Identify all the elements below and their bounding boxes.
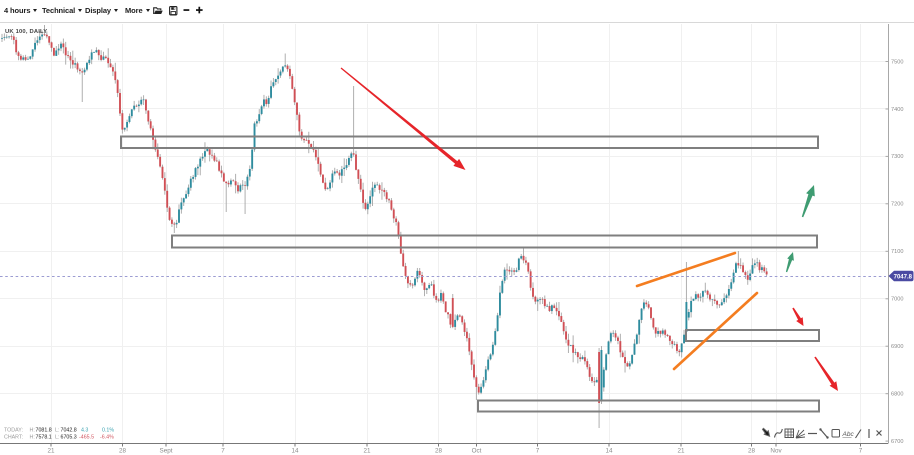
svg-text:Nov: Nov (770, 448, 782, 455)
svg-text:7200: 7200 (891, 202, 903, 208)
svg-text:14: 14 (291, 448, 299, 455)
svg-text:7: 7 (221, 448, 225, 455)
svg-text:-6.4%: -6.4% (100, 435, 114, 441)
svg-text:Sept: Sept (160, 448, 173, 455)
svg-text:L:: L: (55, 428, 59, 434)
svg-text:7000: 7000 (891, 297, 903, 303)
svg-text:L:: L: (55, 435, 59, 441)
svg-text:CHART:: CHART: (4, 435, 23, 441)
svg-text:Abc: Abc (842, 431, 855, 438)
svg-text:28: 28 (119, 448, 127, 455)
svg-text:6700: 6700 (891, 439, 903, 445)
svg-text:28: 28 (748, 448, 756, 455)
svg-text:7500: 7500 (891, 59, 903, 65)
svg-text:H:: H: (30, 435, 35, 441)
svg-text:21: 21 (677, 448, 685, 455)
svg-text:6800: 6800 (891, 392, 903, 398)
svg-text:7081.8: 7081.8 (36, 428, 52, 434)
svg-text:0.1%: 0.1% (102, 428, 114, 434)
svg-text:7047.8: 7047.8 (894, 275, 913, 281)
svg-text:7400: 7400 (891, 107, 903, 113)
svg-text:21: 21 (363, 448, 371, 455)
svg-text:7300: 7300 (891, 154, 903, 160)
svg-text:14: 14 (605, 448, 613, 455)
svg-text:28: 28 (435, 448, 443, 455)
svg-text:6900: 6900 (891, 344, 903, 350)
svg-text:Oct: Oct (472, 448, 482, 455)
svg-text:6705.3: 6705.3 (61, 435, 77, 441)
svg-text:4.3: 4.3 (81, 428, 88, 434)
svg-text:7100: 7100 (891, 249, 903, 255)
svg-text:7578.1: 7578.1 (36, 435, 52, 441)
svg-text:7: 7 (536, 448, 540, 455)
svg-text:TODAY:: TODAY: (4, 428, 23, 434)
svg-text:H:: H: (30, 428, 35, 434)
svg-text:21: 21 (47, 448, 55, 455)
svg-text:-465.5: -465.5 (79, 435, 94, 441)
svg-text:7042.8: 7042.8 (61, 428, 77, 434)
svg-text:7: 7 (859, 448, 863, 455)
svg-text:UK 100, DAILY: UK 100, DAILY (5, 29, 47, 35)
